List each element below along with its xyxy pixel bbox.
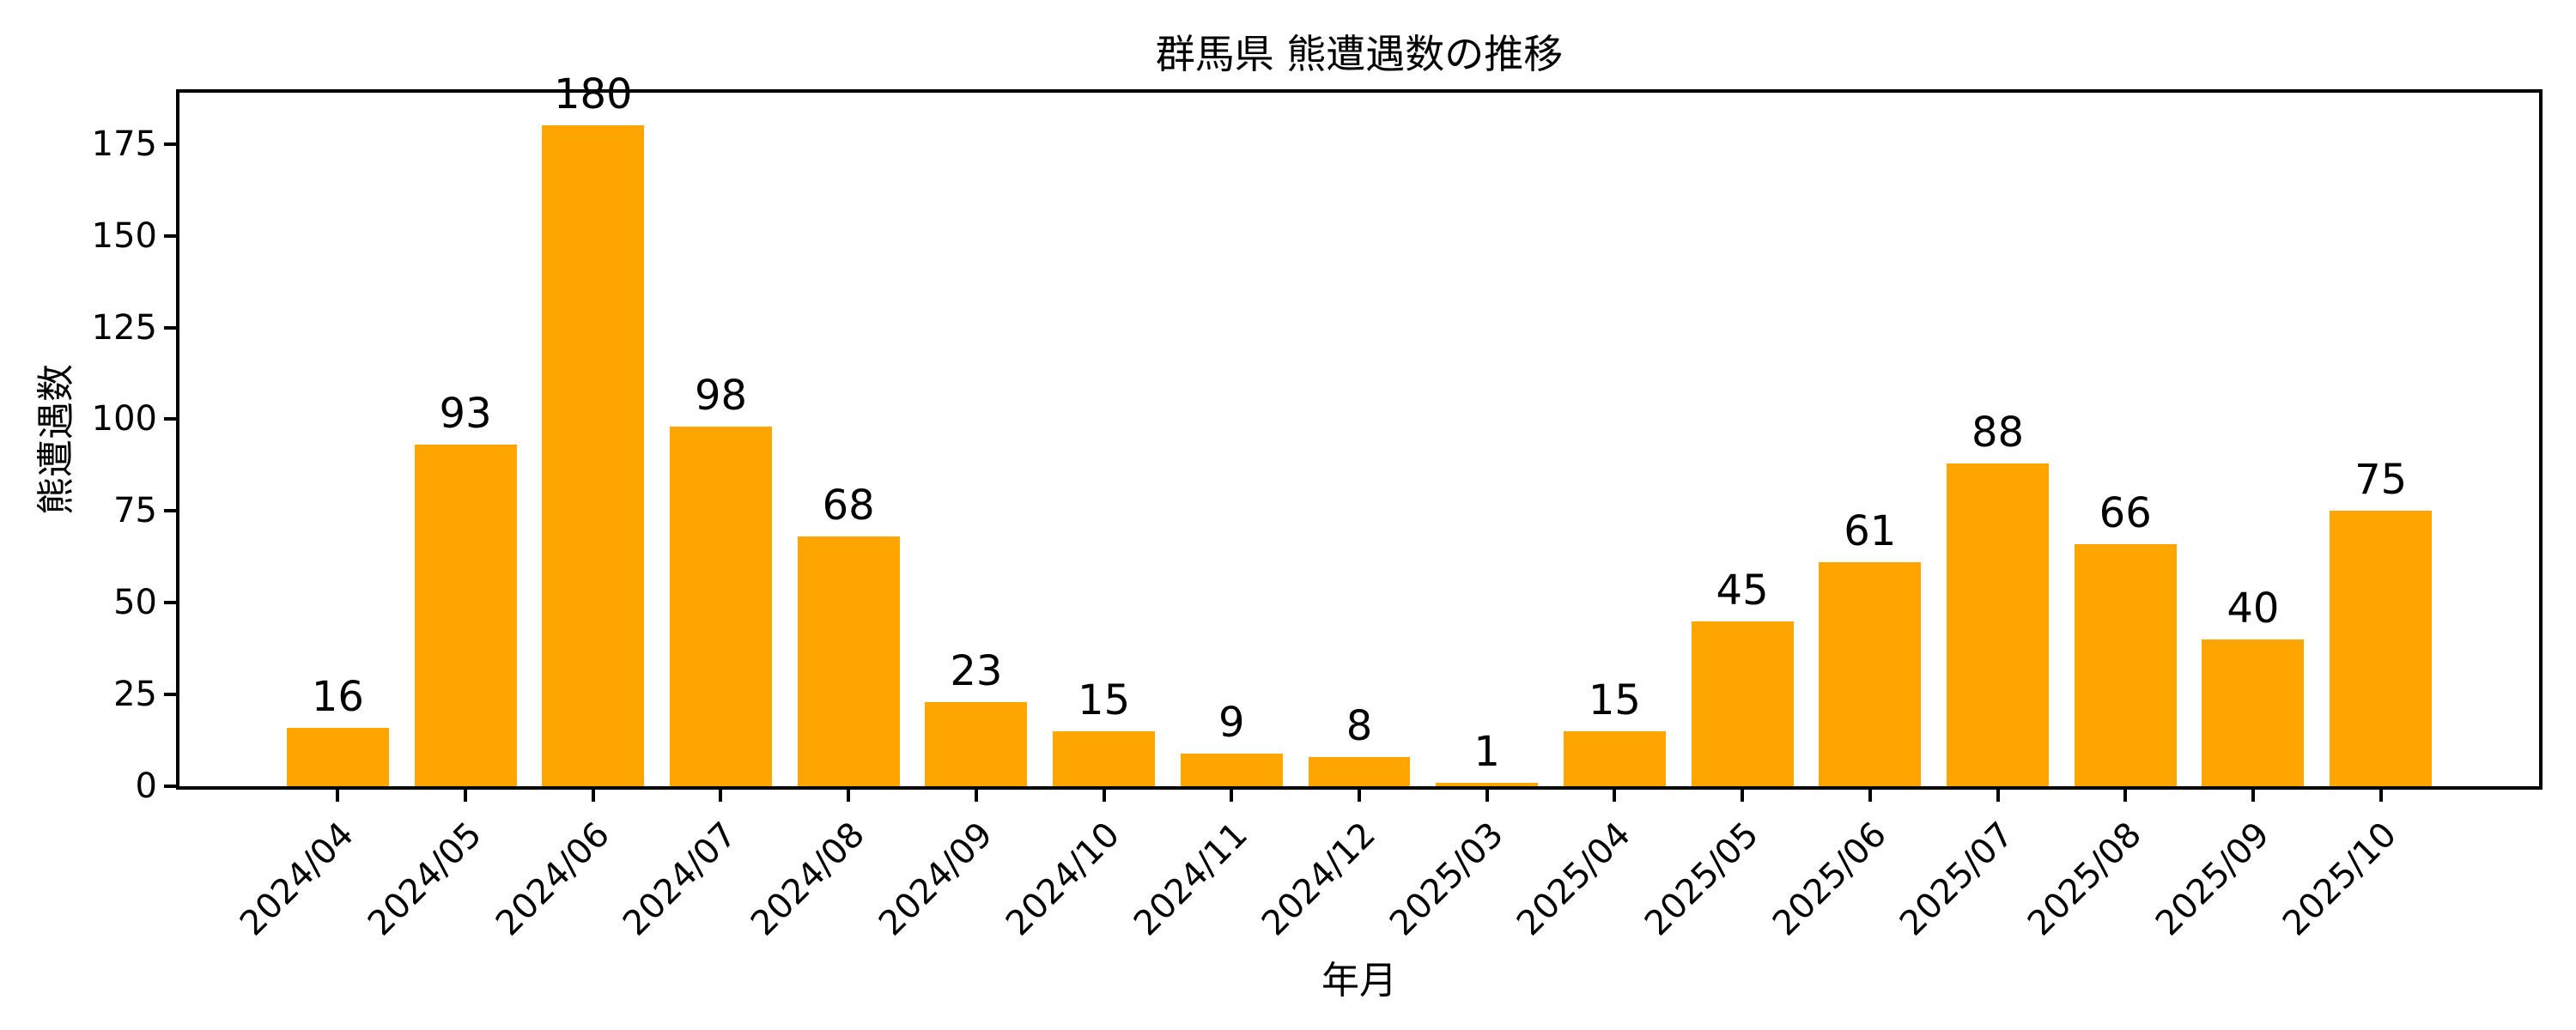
- bar-value-label: 68: [822, 482, 875, 530]
- x-tick: [2123, 790, 2128, 802]
- bar-value-label: 93: [439, 390, 492, 439]
- x-tick-label: 2024/11: [1127, 815, 1256, 944]
- bar-value-label: 15: [1588, 676, 1641, 724]
- bar: [2202, 639, 2305, 786]
- bar: [2074, 543, 2177, 786]
- y-tick: [164, 233, 176, 238]
- bar-value-label: 8: [1346, 701, 1373, 750]
- y-tick-label: 100: [91, 399, 157, 439]
- bar-value-label: 9: [1218, 698, 1245, 747]
- x-tick: [591, 790, 595, 802]
- y-tick-label: 75: [113, 491, 157, 531]
- x-tick: [2251, 790, 2255, 802]
- x-tick: [1358, 790, 1361, 802]
- y-tick-label: 150: [91, 215, 157, 256]
- y-tick: [164, 785, 176, 788]
- bar: [1180, 753, 1283, 786]
- bar: [1436, 782, 1539, 786]
- bar: [1819, 562, 1922, 786]
- y-tick: [164, 693, 176, 697]
- bar: [286, 727, 389, 786]
- bar-value-label: 15: [1078, 676, 1131, 724]
- plot-area: [176, 89, 2543, 790]
- y-tick: [164, 142, 176, 146]
- bar-value-label: 75: [2354, 456, 2408, 505]
- bar: [2330, 511, 2433, 786]
- x-tick-label: 2025/09: [2148, 815, 2277, 944]
- x-tick-label: 2024/09: [871, 815, 1000, 944]
- x-tick: [1485, 790, 1489, 802]
- y-tick: [164, 325, 176, 330]
- y-tick-label: 50: [113, 583, 157, 623]
- x-tick: [1102, 790, 1106, 802]
- x-tick: [2379, 790, 2383, 802]
- bar-value-label: 1: [1473, 727, 1500, 776]
- y-tick-label: 175: [91, 124, 157, 164]
- x-tick-label: 2024/06: [488, 815, 617, 944]
- bar-value-label: 98: [694, 372, 748, 421]
- bar: [1053, 730, 1156, 786]
- x-tick: [336, 790, 340, 802]
- bar-value-label: 88: [1971, 408, 2025, 457]
- x-tick-label: 2024/12: [1254, 815, 1383, 944]
- bar: [925, 701, 1028, 786]
- x-tick-label: 2025/03: [1382, 815, 1511, 944]
- x-tick-label: 2024/07: [616, 815, 745, 944]
- bar: [1308, 756, 1411, 786]
- bar: [542, 125, 645, 786]
- bar-value-label: 66: [2099, 488, 2152, 537]
- y-tick-label: 125: [91, 307, 157, 348]
- x-tick-label: 2024/05: [360, 815, 489, 944]
- bar: [1563, 730, 1666, 786]
- x-tick-label: 2025/08: [2020, 815, 2150, 944]
- x-tick: [1868, 790, 1872, 802]
- bar-value-label: 180: [553, 70, 633, 119]
- bar: [797, 536, 900, 786]
- x-tick: [1996, 790, 2000, 802]
- y-tick-label: 25: [113, 675, 157, 715]
- bar-value-label: 45: [1716, 566, 1769, 615]
- y-tick: [164, 417, 176, 421]
- y-tick: [164, 601, 176, 605]
- x-axis-label: 年月: [1321, 959, 1397, 1003]
- x-tick: [464, 790, 468, 802]
- bar-value-label: 40: [2227, 584, 2280, 633]
- bar: [414, 445, 517, 786]
- chart-title: 群馬県 熊遭遇数の推移: [1155, 31, 1564, 77]
- bar-value-label: 23: [950, 646, 1003, 695]
- bar-value-label: 61: [1844, 507, 1897, 556]
- x-tick-label: 2024/08: [743, 815, 873, 944]
- x-tick: [974, 790, 978, 802]
- x-tick: [1613, 790, 1617, 802]
- y-tick-label: 0: [135, 766, 157, 806]
- x-tick-label: 2024/04: [233, 815, 362, 944]
- x-tick: [1230, 790, 1234, 802]
- x-tick-label: 2025/05: [1637, 815, 1766, 944]
- x-tick-label: 2025/06: [1765, 815, 1894, 944]
- bar: [1691, 621, 1794, 786]
- x-tick-label: 2025/10: [2275, 815, 2405, 944]
- bar-value-label: 16: [311, 672, 364, 721]
- x-tick: [847, 790, 851, 802]
- bar: [1947, 463, 2049, 786]
- x-tick: [719, 790, 723, 802]
- x-tick: [1741, 790, 1745, 802]
- x-tick-label: 2024/10: [999, 815, 1128, 944]
- x-tick-label: 2025/04: [1510, 815, 1639, 944]
- bar: [670, 427, 772, 786]
- y-tick: [164, 509, 176, 513]
- x-tick-label: 2025/07: [1893, 815, 2022, 944]
